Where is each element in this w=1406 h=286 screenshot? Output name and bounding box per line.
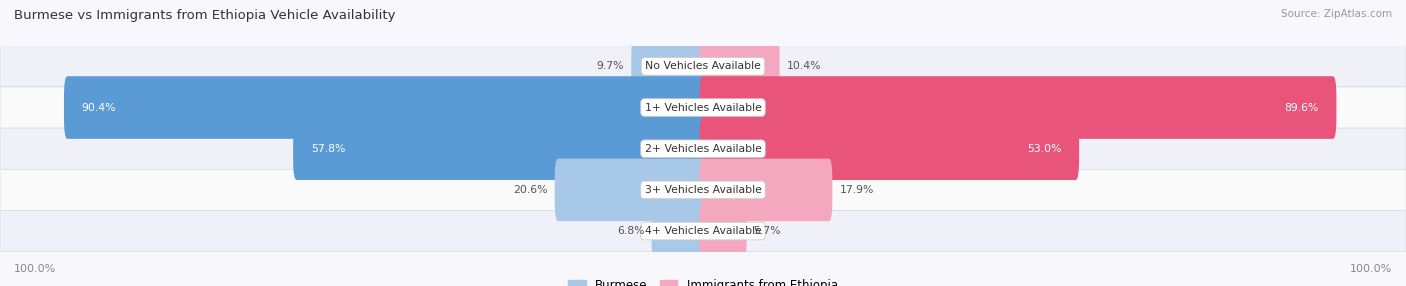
FancyBboxPatch shape: [700, 159, 832, 221]
FancyBboxPatch shape: [0, 87, 1406, 128]
Text: 20.6%: 20.6%: [513, 185, 547, 195]
Text: Source: ZipAtlas.com: Source: ZipAtlas.com: [1281, 9, 1392, 19]
Text: 10.4%: 10.4%: [787, 61, 821, 71]
FancyBboxPatch shape: [700, 200, 747, 262]
FancyBboxPatch shape: [700, 35, 779, 98]
Legend: Burmese, Immigrants from Ethiopia: Burmese, Immigrants from Ethiopia: [564, 274, 842, 286]
FancyBboxPatch shape: [0, 169, 1406, 210]
FancyBboxPatch shape: [700, 118, 1080, 180]
FancyBboxPatch shape: [0, 128, 1406, 169]
Text: 6.8%: 6.8%: [617, 226, 644, 236]
Text: 1+ Vehicles Available: 1+ Vehicles Available: [644, 103, 762, 112]
Text: 57.8%: 57.8%: [311, 144, 344, 154]
Text: Burmese vs Immigrants from Ethiopia Vehicle Availability: Burmese vs Immigrants from Ethiopia Vehi…: [14, 9, 395, 21]
Text: No Vehicles Available: No Vehicles Available: [645, 61, 761, 71]
Text: 89.6%: 89.6%: [1285, 103, 1319, 112]
FancyBboxPatch shape: [0, 210, 1406, 252]
Text: 9.7%: 9.7%: [596, 61, 624, 71]
Text: 3+ Vehicles Available: 3+ Vehicles Available: [644, 185, 762, 195]
FancyBboxPatch shape: [554, 159, 707, 221]
Text: 17.9%: 17.9%: [839, 185, 873, 195]
Text: 5.7%: 5.7%: [754, 226, 782, 236]
Text: 100.0%: 100.0%: [14, 264, 56, 274]
FancyBboxPatch shape: [63, 76, 707, 139]
Text: 90.4%: 90.4%: [82, 103, 117, 112]
FancyBboxPatch shape: [631, 35, 707, 98]
Text: 2+ Vehicles Available: 2+ Vehicles Available: [644, 144, 762, 154]
Text: 53.0%: 53.0%: [1026, 144, 1062, 154]
FancyBboxPatch shape: [652, 200, 707, 262]
FancyBboxPatch shape: [294, 118, 707, 180]
Text: 100.0%: 100.0%: [1350, 264, 1392, 274]
FancyBboxPatch shape: [700, 76, 1336, 139]
Text: 4+ Vehicles Available: 4+ Vehicles Available: [644, 226, 762, 236]
FancyBboxPatch shape: [0, 46, 1406, 87]
